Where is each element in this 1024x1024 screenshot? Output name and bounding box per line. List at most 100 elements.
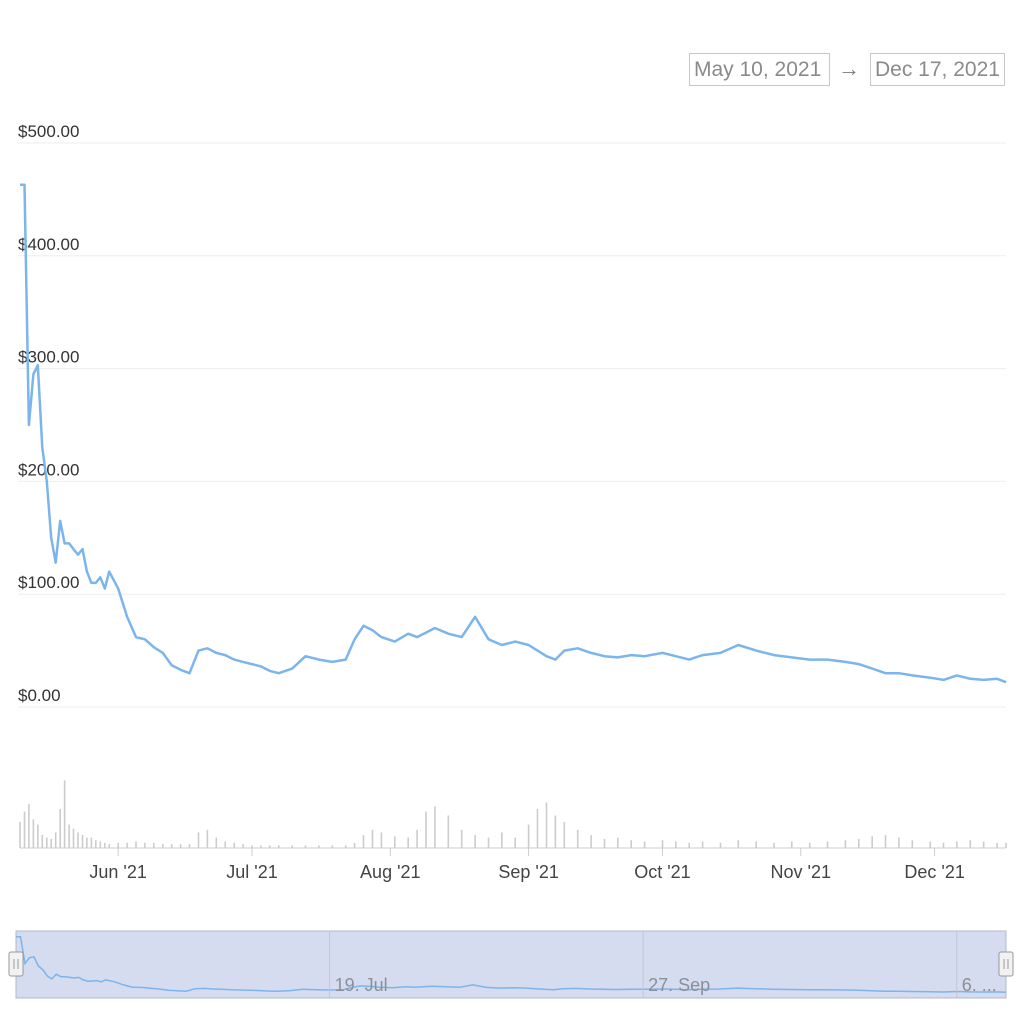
volume-bars — [19, 780, 1007, 849]
volume-bar — [371, 829, 374, 848]
volume-bar — [643, 841, 646, 848]
volume-bar — [460, 829, 463, 848]
volume-bar — [425, 811, 427, 848]
volume-bar — [81, 835, 84, 848]
volume-bar — [318, 845, 320, 848]
navigator-right-handle[interactable] — [998, 951, 1014, 977]
range-to-input[interactable]: Dec 17, 2021 — [870, 53, 1005, 86]
x-tick-label: Jun '21 — [89, 862, 146, 882]
volume-bar — [68, 824, 70, 848]
navigator-range — [15, 930, 1007, 999]
x-tick-label: Nov '21 — [771, 862, 831, 882]
price-series — [20, 183, 1007, 684]
volume-bar — [487, 837, 490, 848]
volume-bar — [188, 844, 191, 848]
volume-bar — [32, 819, 35, 848]
volume-bar — [956, 841, 958, 848]
volume-bar — [527, 824, 530, 848]
volume-bar — [90, 837, 93, 848]
volume-bar — [59, 809, 61, 848]
volume-bar — [394, 836, 396, 848]
volume-bar — [54, 832, 57, 848]
volume-bar — [353, 842, 356, 848]
volume-bar — [37, 824, 39, 848]
volume-bar — [773, 842, 775, 848]
volume-bar — [434, 806, 436, 848]
volume-bar — [808, 842, 811, 848]
y-tick-label: $500.00 — [18, 122, 79, 141]
range-arrow-icon: → — [838, 56, 860, 81]
volume-bar — [135, 841, 137, 848]
volume-bar — [929, 841, 931, 848]
volume-bar — [117, 842, 119, 848]
x-tick-label: Aug '21 — [360, 862, 421, 882]
volume-bar — [407, 837, 409, 848]
x-tick-label: Oct '21 — [634, 862, 690, 882]
volume-bar — [99, 841, 102, 848]
volume-bar — [688, 842, 690, 848]
x-tick-label: Dec '21 — [904, 862, 964, 882]
volume-bar — [545, 802, 548, 848]
volume-bar — [871, 836, 873, 848]
navigator-label: 6. ... — [962, 975, 997, 995]
volume-bar — [447, 815, 450, 848]
y-tick-label: $100.00 — [18, 573, 79, 592]
volume-bar — [942, 842, 945, 848]
volume-bar — [86, 837, 88, 848]
volume-bar — [206, 829, 209, 848]
volume-bar — [242, 844, 244, 848]
volume-bar — [380, 832, 383, 848]
volume-bar — [474, 835, 476, 848]
volume-bar — [661, 840, 664, 848]
price-line — [20, 183, 1007, 684]
navigator-left-handle[interactable] — [8, 951, 24, 977]
volume-bar — [911, 840, 914, 848]
volume-bar — [251, 845, 253, 848]
volume-bar — [755, 841, 757, 848]
volume-bar — [344, 845, 347, 848]
volume-bar — [46, 837, 48, 848]
navigator-label: 27. Sep — [648, 975, 710, 995]
volume-bar — [826, 841, 829, 848]
volume-bar — [153, 842, 155, 848]
volume-bar — [501, 832, 503, 848]
volume-bar — [791, 841, 793, 848]
y-tick-label: $0.00 — [18, 686, 61, 705]
volume-bar — [72, 828, 75, 848]
volume-bar — [603, 838, 606, 848]
handle-body — [8, 951, 24, 977]
volume-bar — [701, 841, 704, 848]
y-tick-label: $200.00 — [18, 460, 79, 479]
grid-lines — [18, 142, 1006, 708]
volume-bar — [278, 845, 280, 848]
volume-bar — [982, 841, 985, 848]
navigator-line — [16, 935, 1007, 993]
volume-bar — [233, 842, 235, 848]
volume-bar — [224, 841, 226, 848]
volume-bar — [170, 844, 173, 848]
navigator-label: 19. Jul — [335, 975, 388, 995]
volume-bar — [215, 837, 218, 848]
volume-bar — [563, 822, 566, 848]
y-axis-tick-labels: $0.00 $100.00 $200.00 $300.00 $400.00 $500.00 — [18, 122, 79, 705]
handle-body — [998, 951, 1014, 977]
range-from-input[interactable]: May 10, 2021 — [689, 53, 830, 86]
volume-bar — [23, 811, 26, 848]
volume-bar — [617, 837, 619, 848]
volume-bar — [884, 835, 887, 848]
volume-bar — [28, 803, 30, 848]
volume-bar — [126, 842, 128, 848]
volume-bar — [996, 842, 998, 848]
y-tick-label: $300.00 — [18, 348, 79, 367]
volume-bar — [1005, 842, 1007, 848]
volume-bar — [41, 835, 44, 848]
volume-bar — [269, 845, 271, 848]
volume-bar — [104, 842, 106, 848]
volume-bar — [162, 844, 164, 848]
volume-bar — [554, 815, 557, 848]
volume-bar — [576, 829, 579, 848]
volume-bar — [737, 840, 740, 848]
volume-bar — [179, 844, 182, 848]
volume-bar — [898, 837, 900, 848]
